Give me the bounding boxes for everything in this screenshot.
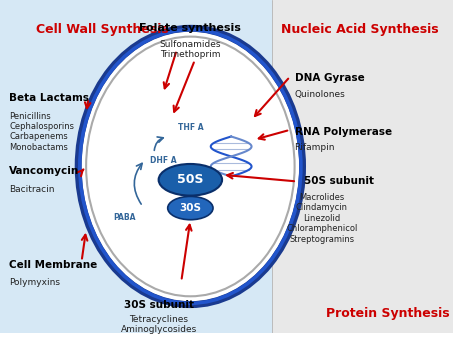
Text: Penicillins
Cephalosporins
Carbapenems
Monobactams: Penicillins Cephalosporins Carbapenems M… [9,112,74,152]
Text: DHF A: DHF A [150,156,176,165]
Text: RNA Polymerase: RNA Polymerase [295,126,392,137]
Text: Folate synthesis: Folate synthesis [139,23,241,33]
Ellipse shape [159,164,222,196]
Text: Rifampin: Rifampin [295,143,335,152]
Text: Beta Lactams: Beta Lactams [9,93,89,103]
Text: DNA Gyrase: DNA Gyrase [295,73,365,83]
FancyBboxPatch shape [0,0,453,333]
FancyBboxPatch shape [272,0,453,333]
Text: 50S: 50S [177,173,204,186]
Ellipse shape [168,196,213,220]
Text: Cell Wall Synthesis: Cell Wall Synthesis [36,23,169,36]
Text: Quinolones: Quinolones [295,90,346,99]
Ellipse shape [78,28,302,305]
Text: Sulfonamides
Trimethoprim: Sulfonamides Trimethoprim [160,40,221,59]
Text: 50S subunit: 50S subunit [304,176,374,187]
Ellipse shape [91,40,290,293]
Text: PABA: PABA [113,213,136,222]
Text: Macrolides
Clindamycin
Linezolid
Chloramphenicol
Streptogramins: Macrolides Clindamycin Linezolid Chloram… [286,193,357,244]
Text: Tetracyclines
Aminoglycosides: Tetracyclines Aminoglycosides [120,315,197,334]
Text: Nucleic Acid Synthesis: Nucleic Acid Synthesis [281,23,438,36]
Text: Protein Synthesis: Protein Synthesis [326,307,450,320]
Text: Bacitracin: Bacitracin [9,185,55,194]
Text: 30S subunit: 30S subunit [124,299,194,310]
Text: THF A: THF A [178,123,203,132]
Text: 30S: 30S [179,203,201,213]
Text: Polymyxins: Polymyxins [9,278,60,287]
Text: Cell Membrane: Cell Membrane [9,260,97,270]
Text: Vancomycin: Vancomycin [9,166,79,176]
